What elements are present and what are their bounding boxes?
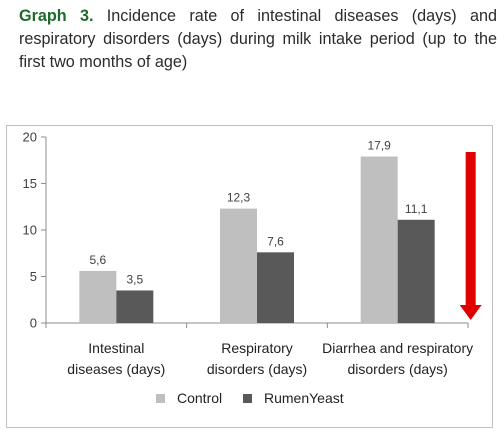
legend-label: Control — [177, 390, 222, 406]
data-label: 12,3 — [227, 191, 251, 205]
y-tick-label: 15 — [23, 176, 37, 191]
x-category-label: disorders (days) — [207, 361, 307, 377]
x-category-label: Diarrhea and respiratory — [322, 340, 473, 356]
x-category-label: diseases (days) — [67, 361, 165, 377]
red-down-arrow-head — [459, 305, 482, 320]
data-label: 17,9 — [367, 139, 391, 153]
x-category-label: Intestinal — [88, 340, 144, 356]
x-category-label: Respiratory — [221, 340, 293, 356]
data-label: 3,5 — [126, 272, 143, 286]
red-down-arrow-shaft — [465, 152, 476, 306]
y-tick-label: 10 — [23, 223, 37, 238]
data-label: 5,6 — [89, 253, 106, 267]
legend-swatch-rumenyeast — [243, 394, 252, 403]
bar-control-3 — [360, 156, 398, 323]
bar-control-1 — [79, 270, 117, 323]
y-tick-label: 0 — [30, 316, 37, 331]
data-label: 7,6 — [267, 234, 284, 248]
y-tick-label: 20 — [23, 130, 37, 145]
caption-text: Incidence rate of intestinal diseases (d… — [19, 7, 497, 71]
bar-control-2 — [220, 208, 257, 323]
legend-swatch-control — [156, 394, 165, 403]
bar-rumenyeast-1 — [116, 290, 154, 323]
chart-caption: Graph 3. Incidence rate of intestinal di… — [19, 5, 497, 74]
x-category-label: disorders (days) — [347, 361, 447, 377]
y-tick-label: 5 — [30, 269, 37, 284]
bar-rumenyeast-3 — [397, 219, 435, 323]
legend-label: RumenYeast — [264, 390, 344, 406]
data-label: 11,1 — [405, 202, 428, 216]
bar-rumenyeast-2 — [257, 252, 294, 323]
caption-prefix: Graph 3. — [19, 7, 94, 25]
